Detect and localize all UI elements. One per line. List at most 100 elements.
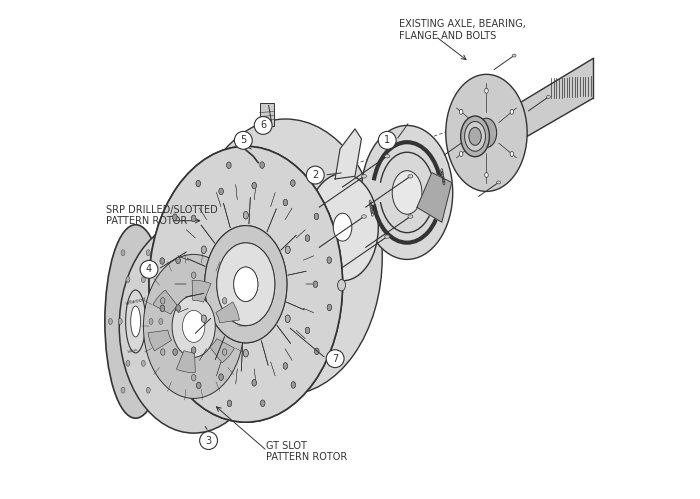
Ellipse shape (314, 348, 319, 354)
Ellipse shape (459, 152, 463, 157)
Ellipse shape (459, 109, 463, 114)
Circle shape (199, 432, 218, 450)
FancyBboxPatch shape (260, 103, 274, 126)
Circle shape (326, 350, 344, 368)
Ellipse shape (260, 400, 265, 407)
Ellipse shape (126, 276, 130, 282)
Ellipse shape (305, 235, 309, 242)
Ellipse shape (461, 116, 489, 157)
Polygon shape (417, 173, 452, 222)
Ellipse shape (285, 315, 290, 322)
Text: 7: 7 (332, 354, 338, 364)
Ellipse shape (146, 250, 150, 255)
Ellipse shape (141, 360, 146, 366)
Ellipse shape (191, 215, 196, 222)
Ellipse shape (392, 171, 422, 214)
Circle shape (378, 131, 396, 149)
Ellipse shape (385, 235, 390, 239)
Ellipse shape (547, 95, 550, 98)
Ellipse shape (512, 54, 516, 57)
Ellipse shape (176, 305, 181, 311)
Ellipse shape (510, 152, 514, 157)
Ellipse shape (196, 180, 200, 187)
Text: SRP DRILLED/SLOTTED: SRP DRILLED/SLOTTED (106, 205, 218, 215)
Ellipse shape (469, 127, 482, 145)
Ellipse shape (160, 297, 165, 304)
Ellipse shape (496, 181, 500, 184)
Ellipse shape (285, 246, 290, 253)
Text: 6: 6 (260, 120, 266, 130)
Text: GT SLOT: GT SLOT (265, 441, 307, 451)
Ellipse shape (305, 327, 309, 334)
Ellipse shape (192, 374, 196, 381)
Ellipse shape (191, 347, 196, 353)
Ellipse shape (149, 146, 342, 422)
Text: PATTERN ROTOR: PATTERN ROTOR (106, 216, 187, 226)
Ellipse shape (121, 250, 125, 255)
Ellipse shape (223, 297, 227, 304)
Ellipse shape (176, 257, 181, 263)
Ellipse shape (333, 213, 352, 241)
Ellipse shape (244, 349, 248, 357)
Ellipse shape (314, 213, 318, 220)
Ellipse shape (160, 258, 164, 264)
Ellipse shape (337, 279, 346, 291)
Ellipse shape (189, 119, 382, 395)
Text: 3: 3 (206, 436, 211, 446)
Ellipse shape (131, 306, 141, 337)
Ellipse shape (234, 267, 258, 301)
Ellipse shape (217, 243, 275, 326)
Ellipse shape (484, 173, 488, 178)
Ellipse shape (173, 349, 177, 355)
Ellipse shape (160, 305, 164, 311)
Ellipse shape (160, 349, 165, 355)
Ellipse shape (172, 295, 216, 357)
Ellipse shape (160, 258, 164, 264)
Wedge shape (148, 330, 172, 351)
Ellipse shape (361, 125, 453, 259)
Ellipse shape (144, 254, 244, 398)
Ellipse shape (408, 215, 413, 218)
Ellipse shape (202, 315, 206, 322)
Ellipse shape (108, 318, 113, 324)
Circle shape (234, 131, 252, 149)
Ellipse shape (227, 162, 231, 169)
Polygon shape (499, 58, 593, 153)
Ellipse shape (476, 118, 496, 148)
Ellipse shape (191, 215, 196, 222)
Ellipse shape (283, 363, 288, 369)
Ellipse shape (252, 380, 256, 386)
Polygon shape (335, 129, 361, 179)
Ellipse shape (228, 400, 232, 407)
Wedge shape (210, 339, 235, 363)
Ellipse shape (510, 109, 514, 114)
Text: 4: 4 (146, 264, 152, 274)
Ellipse shape (183, 310, 205, 342)
Ellipse shape (125, 290, 146, 353)
Ellipse shape (196, 180, 200, 187)
Ellipse shape (313, 281, 318, 287)
Ellipse shape (305, 327, 309, 334)
Ellipse shape (173, 214, 177, 221)
Ellipse shape (290, 180, 295, 186)
Text: FLANGE AND BOLTS: FLANGE AND BOLTS (398, 31, 496, 41)
Ellipse shape (173, 214, 177, 221)
Ellipse shape (202, 315, 206, 322)
Circle shape (254, 116, 272, 134)
Ellipse shape (327, 257, 332, 263)
Text: billet: billet (127, 348, 139, 354)
Ellipse shape (285, 315, 290, 322)
Ellipse shape (234, 267, 258, 301)
Ellipse shape (283, 363, 288, 369)
Ellipse shape (191, 347, 196, 353)
Ellipse shape (119, 220, 268, 433)
Ellipse shape (204, 226, 287, 343)
Ellipse shape (327, 304, 332, 311)
Ellipse shape (291, 382, 295, 388)
Wedge shape (176, 351, 195, 373)
Ellipse shape (228, 400, 232, 407)
Ellipse shape (223, 349, 227, 355)
Text: 2: 2 (312, 170, 318, 180)
Text: EXISTING AXLE, BEARING,: EXISTING AXLE, BEARING, (398, 19, 526, 29)
Ellipse shape (197, 382, 201, 389)
